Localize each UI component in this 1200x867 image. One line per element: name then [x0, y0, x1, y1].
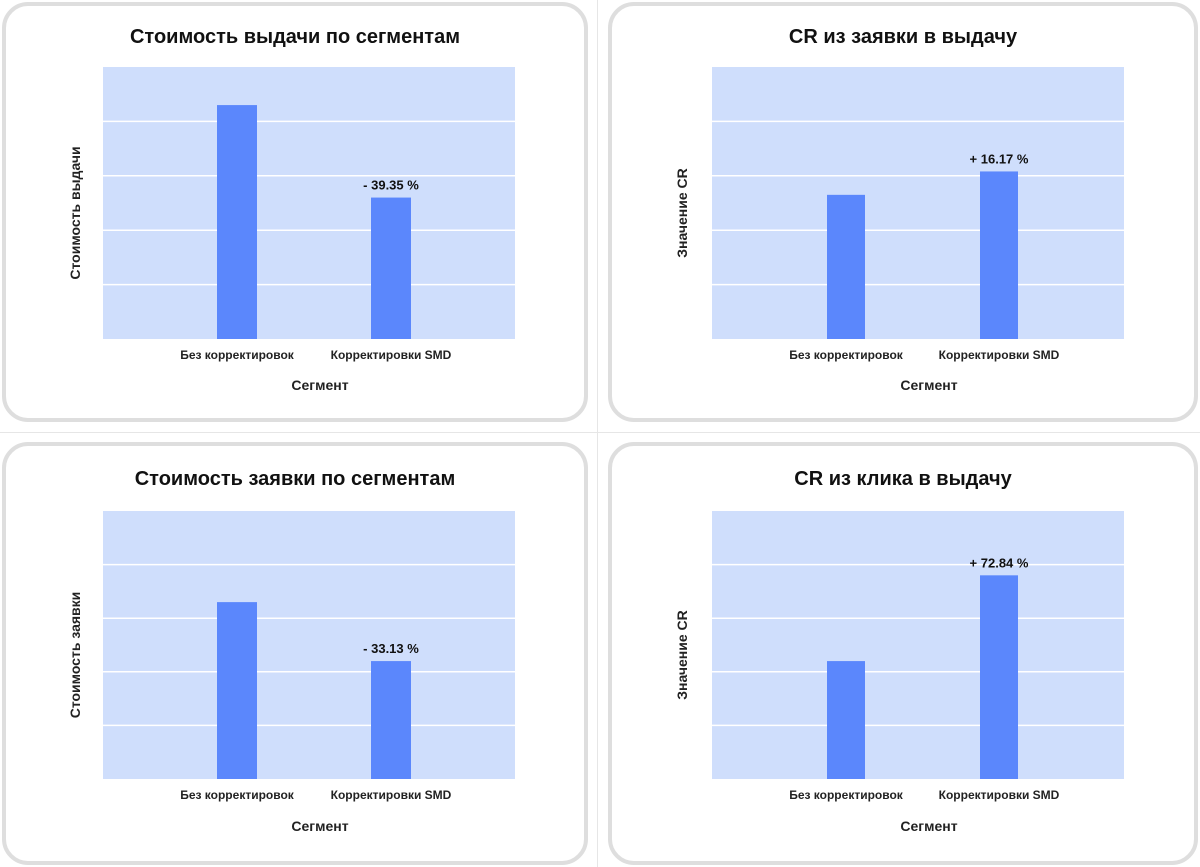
chart-title: CR из заявки в выдачу — [789, 26, 1018, 48]
bar-no-corrections — [827, 661, 865, 779]
plot-area — [712, 511, 1124, 779]
chart-cost-per-application: Стоимость заявки по сегментам Без коррект… — [67, 468, 515, 834]
x-axis-label: Сегмент — [900, 377, 957, 393]
chart-cr-application-to-issue: CR из заявки в выдачу Без корректировок + … — [674, 26, 1124, 393]
bar-no-corrections — [827, 194, 865, 339]
chart-cr-click-to-issue: CR из клика в выдачу Без корректировок + 7… — [674, 468, 1124, 834]
bar-smd-corrections — [371, 661, 411, 779]
data-label: + 16.17 % — [970, 151, 1029, 166]
y-axis-label: Значение CR — [674, 168, 690, 258]
x-tick-label: Без корректировок — [789, 348, 904, 362]
y-axis-label: Стоимость заявки — [67, 592, 83, 719]
chart-cost-per-issue: Стоимость выдачи по сегментам Без коррект… — [67, 26, 515, 393]
x-tick-label: Корректировки SMD — [331, 348, 452, 362]
x-axis-label: Сегмент — [900, 818, 957, 834]
bar-smd-corrections — [371, 197, 411, 339]
x-tick-label: Корректировки SMD — [939, 788, 1060, 802]
x-axis-label: Сегмент — [291, 377, 348, 393]
vertical-divider — [597, 0, 598, 867]
y-axis-label: Значение CR — [674, 610, 690, 700]
x-tick-label: Без корректировок — [789, 788, 904, 802]
chart-title: CR из клика в выдачу — [794, 468, 1012, 490]
data-label: + 72.84 % — [970, 555, 1029, 570]
data-label: - 33.13 % — [363, 641, 419, 656]
x-tick-label: Без корректировок — [180, 788, 295, 802]
x-tick-label: Корректировки SMD — [331, 788, 452, 802]
data-label: - 39.35 % — [363, 178, 419, 193]
bar-no-corrections — [217, 602, 257, 779]
plot-area — [103, 511, 515, 779]
horizontal-divider — [0, 432, 1200, 433]
x-tick-label: Корректировки SMD — [939, 348, 1060, 362]
plot-area — [712, 67, 1124, 339]
y-axis-label: Стоимость выдачи — [67, 146, 83, 279]
plot-area — [103, 67, 515, 339]
chart-title: Стоимость выдачи по сегментам — [130, 26, 460, 48]
chart-title: Стоимость заявки по сегментам — [135, 468, 456, 490]
bar-no-corrections — [217, 105, 257, 339]
bar-smd-corrections — [980, 171, 1018, 339]
x-tick-label: Без корректировок — [180, 348, 295, 362]
bar-smd-corrections — [980, 575, 1018, 779]
x-axis-label: Сегмент — [291, 818, 348, 834]
